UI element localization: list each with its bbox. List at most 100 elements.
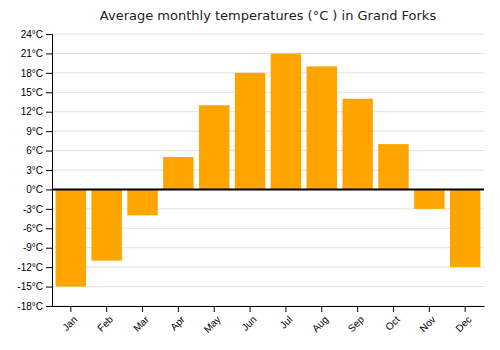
y-tick: 12°C	[21, 106, 52, 117]
y-tick: 15°C	[21, 87, 52, 98]
plot-area: -18°C -15°C -12°C -9°C -6°C -3°C 0°C 3°C 6°C 9°C 1…	[17, 29, 484, 335]
x-tick-label: Aug	[310, 314, 330, 334]
x-tick: Apr	[168, 306, 187, 333]
y-tick-mark	[46, 112, 52, 113]
y-tick: 9°C	[26, 126, 52, 137]
y-tick-mark	[46, 151, 52, 152]
x-tick: Jul	[278, 306, 295, 331]
y-tick-label: -18°C	[17, 301, 43, 312]
y-axis: -18°C -15°C -12°C -9°C -6°C -3°C 0°C 3°C 6°C 9°C 1…	[17, 29, 52, 312]
y-tick-label: 3°C	[26, 165, 43, 176]
x-tick-label: May	[202, 314, 223, 335]
grid-line	[52, 72, 484, 73]
grid-line	[52, 150, 484, 151]
x-tick-label: Oct	[383, 314, 402, 333]
y-tick-label: 0°C	[26, 184, 43, 195]
x-tick: Feb	[95, 306, 115, 334]
y-tick-mark	[46, 306, 52, 307]
x-tick-mark	[465, 306, 466, 312]
y-tick-label: 24°C	[21, 29, 43, 40]
y-tick: -6°C	[23, 223, 52, 234]
x-tick: May	[202, 306, 223, 335]
y-tick: -15°C	[17, 281, 52, 292]
bar	[450, 189, 480, 267]
x-tick-mark	[321, 306, 322, 312]
y-tick-mark	[46, 248, 52, 249]
y-tick-label: -12°C	[17, 262, 43, 273]
y-tick-mark	[46, 287, 52, 288]
grid-line	[52, 53, 484, 54]
grid-line	[52, 267, 484, 268]
x-tick-label: Sep	[346, 313, 367, 334]
y-tick-label: 18°C	[21, 68, 43, 79]
y-tick-label: -3°C	[23, 204, 43, 215]
bar	[56, 189, 86, 286]
x-tick-mark	[70, 306, 71, 312]
bar	[127, 189, 157, 215]
y-tick-label: -15°C	[17, 281, 43, 292]
y-tick: -12°C	[17, 262, 52, 273]
x-tick-label: Jan	[60, 314, 79, 333]
chart-container: -18°C -15°C -12°C -9°C -6°C -3°C 0°C 3°C 6°C 9°C 1…	[0, 0, 500, 350]
y-tick-mark	[46, 34, 52, 35]
bar	[307, 66, 337, 189]
y-tick-mark	[46, 73, 52, 74]
x-tick-label: Dec	[453, 314, 473, 334]
y-tick-mark	[46, 131, 52, 132]
y-tick: 18°C	[21, 68, 52, 79]
x-tick: Jan	[60, 306, 79, 333]
y-tick: 21°C	[21, 48, 52, 59]
y-tick: 3°C	[26, 165, 52, 176]
x-tick-mark	[357, 306, 358, 312]
grid-line	[52, 34, 484, 35]
y-tick-label: 15°C	[21, 87, 43, 98]
x-tick: Sep	[346, 306, 367, 334]
x-tick-label: Mar	[131, 313, 151, 333]
y-tick: -18°C	[17, 301, 52, 312]
bar	[199, 105, 229, 189]
grid-line	[52, 306, 484, 307]
x-tick-label: Apr	[168, 313, 187, 332]
x-tick-label: Jun	[239, 314, 258, 333]
x-tick: Jun	[239, 306, 258, 333]
x-tick: Aug	[310, 306, 330, 334]
grid-line	[52, 189, 484, 190]
x-tick-mark	[214, 306, 215, 312]
y-tick-label: 6°C	[26, 145, 43, 156]
grid-line	[52, 286, 484, 287]
bar	[271, 53, 301, 189]
x-tick: Dec	[453, 306, 473, 334]
x-tick: Nov	[417, 306, 437, 334]
y-tick-mark	[46, 267, 52, 268]
bar	[235, 73, 265, 190]
y-tick-mark	[46, 170, 52, 171]
zero-line	[52, 188, 484, 190]
y-tick: 0°C	[26, 184, 52, 195]
x-tick: Oct	[383, 306, 402, 333]
y-tick: -9°C	[23, 242, 52, 253]
y-tick-mark	[46, 189, 52, 190]
x-tick-mark	[142, 306, 143, 312]
x-tick: Mar	[131, 306, 151, 334]
grid-line	[52, 92, 484, 93]
y-tick-mark	[46, 92, 52, 93]
grid-line	[52, 170, 484, 171]
x-tick-label: Nov	[417, 314, 437, 334]
grid	[52, 34, 484, 306]
x-tick-mark	[250, 306, 251, 312]
bar	[342, 99, 372, 190]
y-tick-mark	[46, 53, 52, 54]
x-tick-mark	[106, 306, 107, 312]
bar	[414, 189, 444, 208]
x-tick-label: Jul	[278, 314, 295, 331]
x-tick-mark	[285, 306, 286, 312]
y-tick: -3°C	[23, 204, 52, 215]
y-tick: 6°C	[26, 145, 52, 156]
y-tick-mark	[46, 209, 52, 210]
x-axis: Jan Feb Mar Apr May Jun Jul Aug Sep Oct Nov Dec	[53, 306, 485, 335]
x-tick-mark	[393, 306, 394, 312]
x-axis-line	[53, 306, 485, 307]
x-tick-mark	[429, 306, 430, 312]
grid-line	[52, 111, 484, 112]
y-tick: 24°C	[21, 29, 52, 40]
